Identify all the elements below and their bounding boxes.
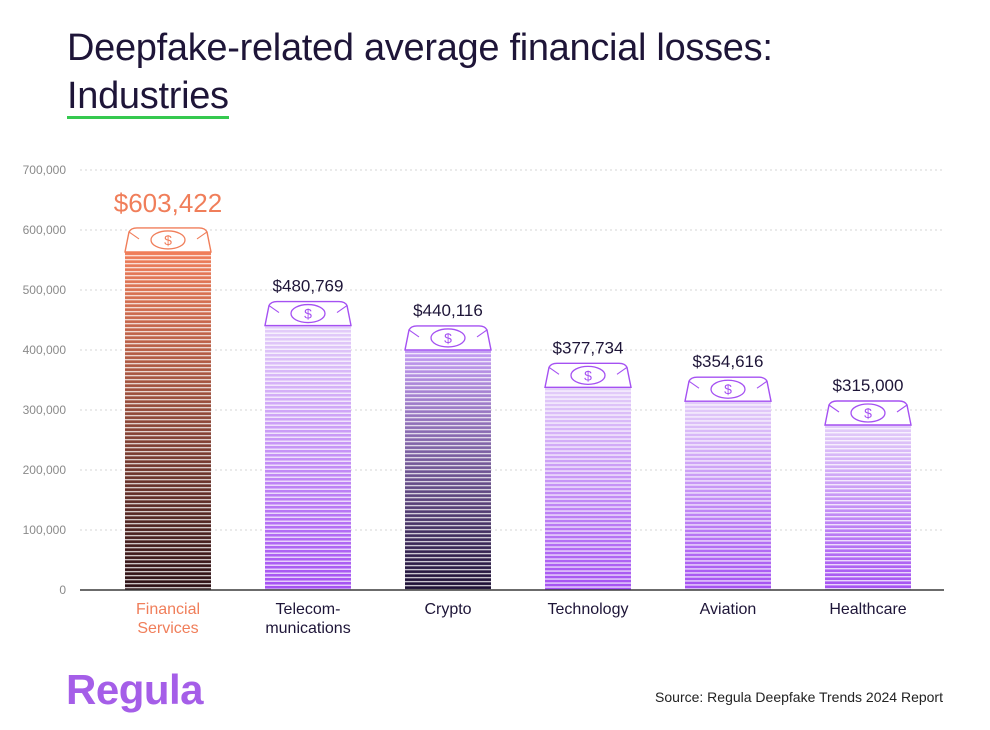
banknote-icon: $ (684, 376, 772, 402)
banknote-icon: $ (544, 362, 632, 389)
banknote-icon: $ (404, 325, 492, 351)
x-tick-label: Technology (548, 601, 629, 618)
svg-text:$: $ (724, 381, 732, 397)
banknote-icon: $ (264, 300, 352, 327)
x-tick-label: Telecom- (276, 601, 341, 618)
x-tick-label: Aviation (700, 601, 757, 618)
y-tick-label: 500,000 (23, 283, 67, 297)
svg-text:$: $ (864, 405, 872, 421)
chart-title-line1: Deepfake-related average financial losse… (67, 27, 773, 69)
svg-text:$: $ (444, 330, 452, 346)
svg-text:$: $ (164, 232, 172, 248)
bar (825, 425, 911, 590)
banknote-icon: $ (124, 227, 212, 253)
y-tick-label: 400,000 (23, 343, 67, 357)
x-tick-label: Financial (136, 601, 200, 618)
bar-fill (545, 387, 631, 590)
y-tick-label: 0 (59, 583, 66, 597)
bar (265, 325, 351, 590)
bar (685, 401, 771, 590)
x-tick-label: Crypto (424, 601, 471, 618)
bar (405, 349, 491, 591)
chart-title: Deepfake-related average financial losse… (67, 24, 927, 120)
value-label: $315,000 (833, 376, 904, 395)
value-label: $377,734 (553, 338, 624, 357)
bar (125, 251, 211, 591)
y-tick-label: 600,000 (23, 223, 67, 237)
svg-text:$: $ (584, 367, 592, 383)
x-tick-label: Healthcare (829, 601, 906, 618)
banknote-icon: $ (824, 400, 912, 426)
y-tick-label: 700,000 (23, 163, 67, 177)
y-tick-label: 300,000 (23, 403, 67, 417)
svg-text:$: $ (304, 306, 312, 322)
y-tick-label: 100,000 (23, 523, 67, 537)
chart-title-line2: Industries (67, 75, 229, 119)
bar (545, 387, 631, 590)
value-label: $480,769 (273, 277, 344, 296)
value-label: $354,616 (693, 352, 764, 371)
value-label: $440,116 (413, 301, 483, 320)
regula-logo: Regula (66, 666, 204, 713)
value-label: $603,422 (114, 188, 222, 218)
x-tick-label: munications (265, 620, 350, 637)
source-note: Source: Regula Deepfake Trends 2024 Repo… (655, 689, 943, 705)
y-tick-label: 200,000 (23, 463, 67, 477)
x-tick-label: Services (137, 620, 198, 637)
